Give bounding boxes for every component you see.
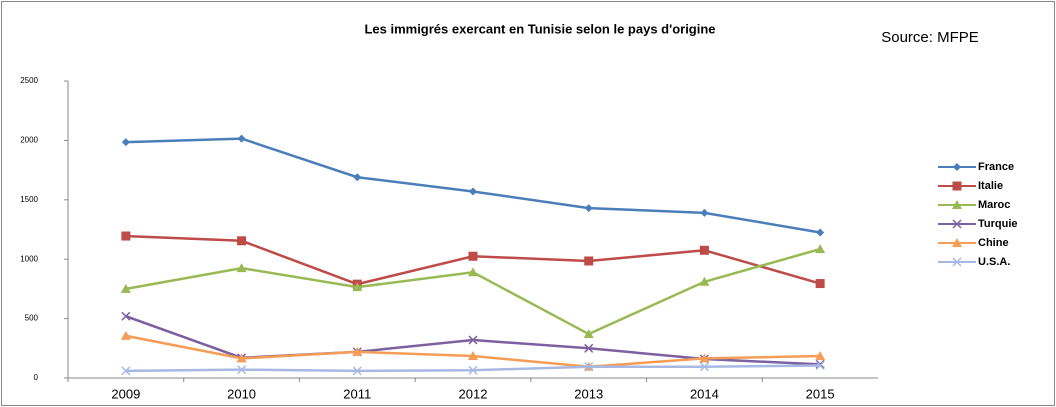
- data-point: [468, 351, 478, 361]
- legend-marker: [952, 238, 962, 247]
- legend-label: Turquie: [978, 218, 1018, 230]
- data-point: [700, 208, 709, 217]
- data-point: [468, 251, 478, 261]
- legend-marker: [952, 181, 962, 191]
- data-point: [121, 366, 131, 376]
- x-tick-label: 2012: [459, 386, 488, 401]
- data-point: [584, 256, 594, 266]
- data-point: [237, 134, 246, 143]
- y-tick-label: 1500: [20, 195, 38, 204]
- legend-label: Chine: [978, 237, 1009, 249]
- x-tick-label: 2010: [227, 386, 256, 401]
- data-point: [468, 267, 478, 277]
- data-point: [120, 330, 131, 340]
- legend-label: France: [978, 161, 1014, 173]
- x-tick-label: 2014: [690, 386, 719, 401]
- data-point: [121, 311, 131, 321]
- data-point: [699, 362, 709, 372]
- data-point: [469, 187, 477, 196]
- legend-marker: [953, 163, 961, 171]
- legend-label: U.S.A.: [978, 256, 1010, 268]
- x-tick-label: 2009: [111, 386, 140, 401]
- legend-label: Italie: [978, 180, 1003, 192]
- data-point: [237, 236, 247, 246]
- data-point: [353, 173, 362, 182]
- data-point: [120, 283, 131, 293]
- data-point: [584, 204, 593, 213]
- data-point: [815, 351, 826, 361]
- data-point: [468, 365, 478, 375]
- data-point: [468, 335, 478, 345]
- chart-title: Les immigrés exercant en Tunisie selon l…: [364, 21, 715, 36]
- y-tick-label: 500: [25, 314, 39, 323]
- data-point: [699, 245, 709, 255]
- y-tick-label: 1000: [20, 254, 38, 263]
- data-point: [815, 244, 826, 254]
- data-point: [815, 359, 825, 369]
- data-point: [121, 138, 130, 147]
- data-point: [236, 263, 247, 273]
- x-tick-label: 2013: [574, 386, 603, 401]
- data-point: [699, 276, 710, 286]
- legend-label: Maroc: [978, 199, 1010, 211]
- y-tick-label: 2000: [20, 136, 38, 145]
- data-point: [699, 353, 710, 363]
- x-tick-label: 2011: [343, 386, 371, 401]
- data-point: [815, 360, 825, 371]
- legend-marker: [952, 257, 962, 267]
- data-point: [352, 366, 362, 376]
- data-point: [237, 365, 247, 375]
- y-tick-label: 0: [34, 373, 39, 382]
- data-point: [121, 231, 131, 241]
- source-annotation: Source: MFPE: [881, 29, 979, 46]
- data-point: [815, 279, 825, 289]
- x-tick-label: 2015: [806, 386, 835, 401]
- data-point: [584, 343, 594, 353]
- data-point: [352, 346, 363, 356]
- y-tick-label: 2500: [20, 76, 38, 85]
- legend-marker: [952, 200, 962, 209]
- data-point: [352, 282, 363, 292]
- data-point: [816, 228, 825, 237]
- legend-marker: [952, 219, 962, 229]
- data-point: [583, 329, 594, 339]
- data-point: [584, 362, 594, 372]
- data-point: [236, 353, 247, 363]
